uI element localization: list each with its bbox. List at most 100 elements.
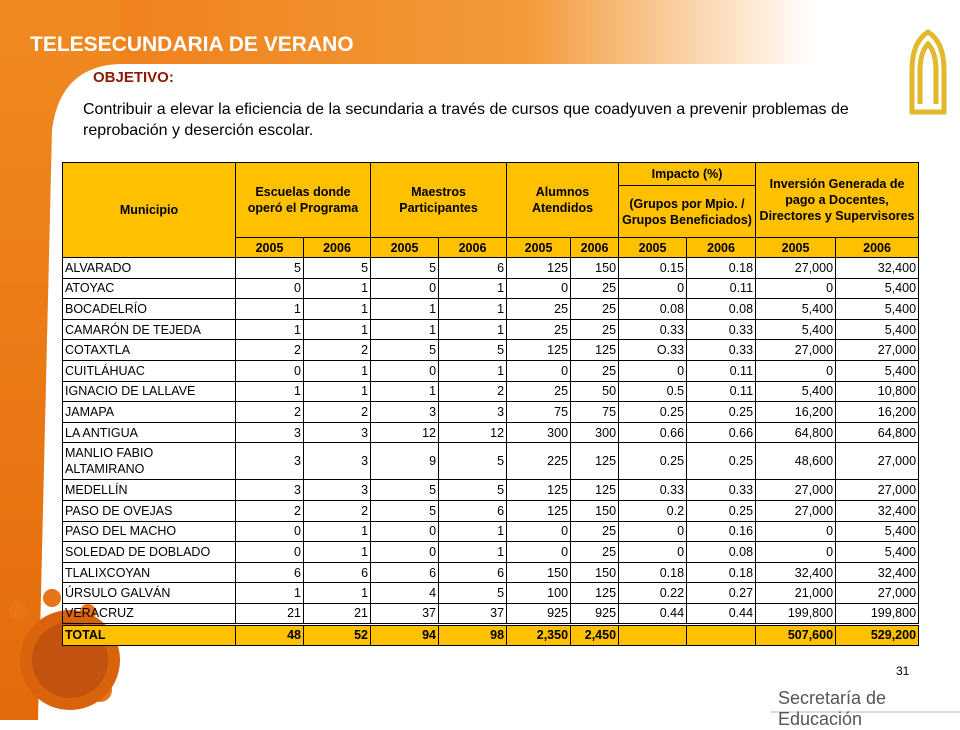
- header-cell: (Grupos por Mpio. / Grupos Beneficiados): [618, 185, 757, 238]
- number-cell: 3: [370, 401, 440, 423]
- total-cell: 529,200: [835, 622, 920, 646]
- number-cell: 5,400: [835, 359, 920, 382]
- objective-text: Contribuir a elevar la eficiencia de la …: [83, 101, 849, 139]
- number-cell: 0.33: [686, 318, 757, 341]
- data-row: TLALIXCOYAN 6 6 6 6 150 150 0.18 0.18 32,400 32,40…: [62, 561, 920, 584]
- data-row: IGNACIO DE LALLAVE 1 1 1 2 25 50 0.5 0.11 5,400 10…: [62, 380, 920, 403]
- total-cell: 94: [370, 622, 440, 646]
- municipality-cell: CUITLÁHUAC: [62, 359, 236, 382]
- number-cell: 3: [235, 421, 304, 444]
- number-cell: 10,800: [835, 380, 920, 403]
- municipality-cell: TLALIXCOYAN: [62, 561, 236, 584]
- number-cell: 37: [438, 602, 508, 625]
- number-cell: 125: [506, 257, 572, 279]
- data-table: Municipio Escuelas donde operó el Program…: [62, 162, 920, 646]
- total-row: TOTAL 48 52 94 98 2,350 2,450 507,600 529,200: [62, 622, 920, 646]
- data-row: ALVARADO 5 5 5 6 125 150 0.15 0.18 27,000 32,400: [62, 257, 920, 279]
- number-cell: 0.44: [686, 602, 757, 625]
- number-cell: 150: [570, 257, 620, 279]
- number-cell: 6: [370, 561, 440, 584]
- number-cell: 5: [370, 479, 440, 501]
- top-band: [0, 0, 960, 64]
- number-cell: 0: [235, 277, 304, 300]
- number-cell: 27,000: [835, 339, 920, 361]
- number-cell: 3: [235, 479, 304, 501]
- number-cell: 5,400: [835, 520, 920, 543]
- number-cell: 48,600: [755, 442, 837, 481]
- number-cell: 125: [570, 339, 620, 361]
- data-row: COTAXTLA 2 2 5 5 125 125 O.33 0.33 27,000 27,000: [62, 339, 920, 361]
- number-cell: 25: [570, 277, 620, 300]
- number-cell: 1: [302, 582, 372, 604]
- total-cell: [618, 622, 688, 646]
- number-cell: 300: [570, 421, 620, 444]
- number-cell: 16,200: [835, 401, 920, 423]
- number-cell: 225: [506, 442, 572, 481]
- municipality-cell: JAMAPA: [62, 401, 236, 423]
- year-cell: 2005: [370, 237, 440, 258]
- number-cell: 150: [570, 561, 620, 584]
- number-cell: 6: [438, 257, 508, 279]
- total-cell: 2,350: [506, 622, 572, 646]
- number-cell: 5: [438, 582, 508, 604]
- number-cell: 27,000: [835, 442, 920, 481]
- slide-title: TELESECUNDARIA DE VERANO: [30, 33, 354, 56]
- municipality-cell: ATOYAC: [62, 277, 236, 300]
- number-cell: 0.5: [618, 380, 688, 403]
- municipality-cell: LA ANTIGUA: [62, 421, 236, 444]
- number-cell: 64,800: [835, 421, 920, 444]
- data-row: BOCADELRÍO 1 1 1 1 25 25 0.08 0.08 5,400 5,400: [62, 298, 920, 320]
- number-cell: 1: [438, 298, 508, 320]
- number-cell: 32,400: [835, 257, 920, 279]
- number-cell: 150: [570, 499, 620, 522]
- number-cell: 1: [302, 318, 372, 341]
- year-cell: 2006: [835, 237, 920, 258]
- data-row: LA ANTIGUA 3 3 12 12 300 300 0.66 0.66 64,800 64,8…: [62, 421, 920, 444]
- municipality-cell: IGNACIO DE LALLAVE: [62, 380, 236, 403]
- number-cell: 0.18: [686, 561, 757, 584]
- number-cell: 0: [506, 359, 572, 382]
- number-cell: 21,000: [755, 582, 837, 604]
- header-row: Municipio Escuelas donde operó el Program…: [62, 162, 920, 258]
- dot: [9, 601, 27, 619]
- number-cell: 1: [438, 541, 508, 563]
- number-cell: 1: [438, 520, 508, 543]
- data-row: ÚRSULO GALVÁN 1 1 4 5 100 125 0.22 0.27 21,000 27,…: [62, 582, 920, 604]
- number-cell: 1: [438, 359, 508, 382]
- number-cell: 1: [302, 520, 372, 543]
- number-cell: 6: [438, 561, 508, 584]
- number-cell: 5: [438, 339, 508, 361]
- number-cell: 37: [370, 602, 440, 625]
- number-cell: 5,400: [835, 318, 920, 341]
- number-cell: 100: [506, 582, 572, 604]
- number-cell: 0.2: [618, 499, 688, 522]
- number-cell: 5: [438, 479, 508, 501]
- number-cell: 1: [235, 318, 304, 341]
- number-cell: 5,400: [755, 298, 837, 320]
- number-cell: 0: [235, 541, 304, 563]
- number-cell: 0.18: [618, 561, 688, 584]
- number-cell: 2: [235, 499, 304, 522]
- municipality-cell: ÚRSULO GALVÁN: [62, 582, 236, 604]
- number-cell: 0.33: [686, 479, 757, 501]
- number-cell: 1: [438, 318, 508, 341]
- number-cell: 0: [755, 541, 837, 563]
- number-cell: 1: [235, 582, 304, 604]
- number-cell: 12: [438, 421, 508, 444]
- number-cell: 0.25: [618, 401, 688, 423]
- number-cell: 0.22: [618, 582, 688, 604]
- data-row: CAMARÓN DE TEJEDA 1 1 1 1 25 25 0.33 0.33 5,400 5,…: [62, 318, 920, 341]
- municipality-cell: COTAXTLA: [62, 339, 236, 361]
- number-cell: 1: [302, 277, 372, 300]
- number-cell: 0.66: [686, 421, 757, 444]
- number-cell: 5,400: [835, 541, 920, 563]
- number-cell: 0.25: [686, 401, 757, 423]
- number-cell: 3: [438, 401, 508, 423]
- number-cell: 5: [370, 257, 440, 279]
- number-cell: 1: [302, 380, 372, 403]
- municipality-cell: SOLEDAD DE DOBLADO: [62, 541, 236, 563]
- number-cell: 12: [370, 421, 440, 444]
- number-cell: 0.66: [618, 421, 688, 444]
- number-cell: 6: [235, 561, 304, 584]
- number-cell: 5: [302, 257, 372, 279]
